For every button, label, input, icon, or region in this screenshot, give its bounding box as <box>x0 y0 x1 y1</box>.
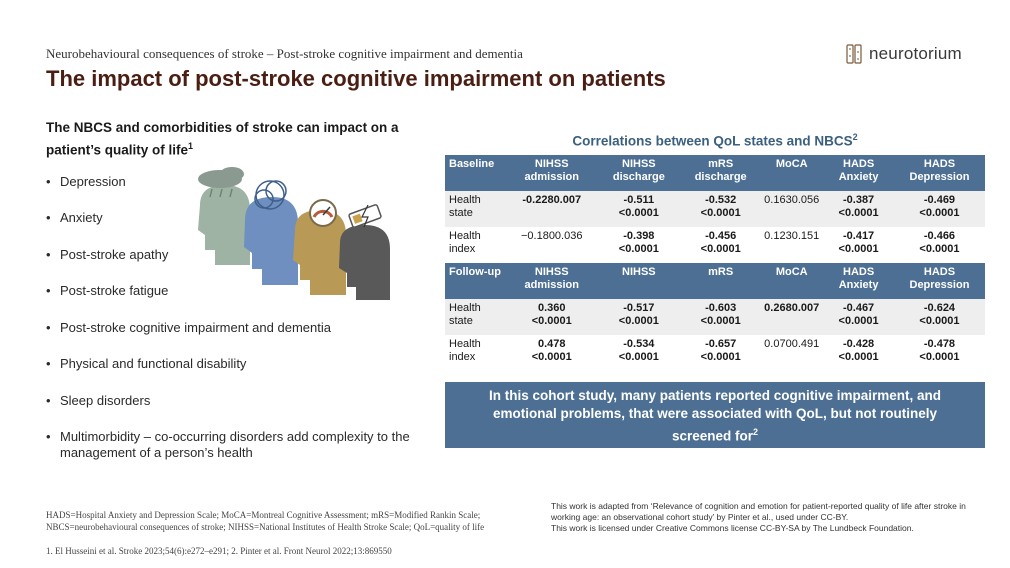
column-header: NIHSS admission <box>507 263 597 299</box>
abbreviations-line: NBCS=neurobehavioural consequences of st… <box>46 522 485 532</box>
table-cell: 0.360 <0.0001 <box>507 299 597 335</box>
callout-text: In this cohort study, many patients repo… <box>488 388 942 444</box>
correlation-table: Baseline NIHSS admission NIHSS discharge… <box>445 155 985 371</box>
row-label: Health index <box>449 338 481 363</box>
list-item: Post-stroke cognitive impairment and dem… <box>46 320 426 336</box>
credit-line: This work is adapted from ‘Relevance of … <box>551 501 966 522</box>
table-cell: -0.2280.007 <box>507 191 597 227</box>
callout-sup: 2 <box>753 427 759 437</box>
row-label: Health index <box>449 230 481 255</box>
head-cognitive-icon <box>339 204 390 300</box>
column-header: NIHSS <box>596 263 682 299</box>
column-header: mRS discharge <box>681 155 761 191</box>
callout-box: In this cohort study, many patients repo… <box>445 382 985 448</box>
table-header-row: Baseline NIHSS admission NIHSS discharge… <box>445 155 985 191</box>
column-header: Baseline <box>445 155 507 191</box>
left-heading: The NBCS and comorbidities of stroke can… <box>46 119 416 160</box>
table-cell: -0.534 <0.0001 <box>618 338 659 363</box>
table-title: Correlations between QoL states and NBCS… <box>445 132 985 149</box>
table-header-row: Follow-up NIHSS admission NIHSS mRS MoCA… <box>445 263 985 299</box>
row-label: Health state <box>445 191 507 227</box>
head-fatigue-icon <box>293 199 346 295</box>
table-cell: −0.1800.036 <box>520 230 583 242</box>
table-cell: -0.478 <0.0001 <box>919 338 960 363</box>
table-cell: -0.624 <0.0001 <box>893 299 985 335</box>
list-item: Post-stroke apathy <box>46 247 426 263</box>
heads-illustration <box>198 167 390 300</box>
table-cell: 0.478 <0.0001 <box>531 338 572 363</box>
table-row: Health state -0.2280.007 -0.511 <0.0001 -… <box>445 191 985 227</box>
column-header: MoCA <box>760 263 824 299</box>
table-cell: -0.428 <0.0001 <box>838 338 879 363</box>
table-cell: -0.467 <0.0001 <box>823 299 894 335</box>
table-row: Health index −0.1800.036 -0.398 <0.0001 -… <box>445 227 985 263</box>
table-cell: 0.0700.491 <box>764 338 820 350</box>
abbreviations: HADS=Hospital Anxiety and Depression Sca… <box>46 509 566 533</box>
table-cell: -0.657 <0.0001 <box>700 338 741 363</box>
head-anxiety-icon <box>244 180 298 285</box>
credit-line: This work is licensed under Creative Com… <box>551 523 914 533</box>
table-cell: -0.603 <0.0001 <box>681 299 761 335</box>
table-cell: -0.511 <0.0001 <box>596 191 682 227</box>
slide-title: The impact of post-stroke cognitive impa… <box>46 66 666 91</box>
table-cell: -0.532 <0.0001 <box>681 191 761 227</box>
table-cell: -0.398 <0.0001 <box>618 230 659 255</box>
table-title-text: Correlations between QoL states and NBCS <box>572 133 853 149</box>
list-item: Anxiety <box>46 210 426 226</box>
column-header: HADS Anxiety <box>823 263 894 299</box>
column-header: Follow-up <box>445 263 507 299</box>
table-cell: 0.1630.056 <box>760 191 824 227</box>
logo-text: neurotorium <box>869 44 962 63</box>
references: 1. El Husseini et al. Stroke 2023;54(6):… <box>46 546 392 556</box>
table-row: Health state 0.360 <0.0001 -0.517 <0.0001 … <box>445 299 985 335</box>
column-header: MoCA <box>760 155 824 191</box>
left-heading-sup: 1 <box>188 141 194 151</box>
table-cell: -0.517 <0.0001 <box>596 299 682 335</box>
table-row: Health index 0.478 <0.0001 -0.534 <0.0001 … <box>445 335 985 371</box>
column-header: NIHSS admission <box>507 155 597 191</box>
table-cell: -0.469 <0.0001 <box>893 191 985 227</box>
slide-subtitle: Neurobehavioural consequences of stroke … <box>46 46 523 61</box>
license-credit: This work is adapted from ‘Relevance of … <box>551 501 991 534</box>
table-cell: 0.2680.007 <box>760 299 824 335</box>
list-item: Post-stroke fatigue <box>46 283 426 299</box>
left-heading-text: The NBCS and comorbidities of stroke can… <box>46 120 399 158</box>
table-cell: 0.1230.151 <box>764 230 820 242</box>
column-header: NIHSS discharge <box>596 155 682 191</box>
column-header: HADS Depression <box>893 263 985 299</box>
column-header: mRS <box>681 263 761 299</box>
list-item: Depression <box>46 174 426 190</box>
column-header: HADS Anxiety <box>823 155 894 191</box>
table-cell: -0.387 <0.0001 <box>823 191 894 227</box>
list-item: Multimorbidity – co-occurring disorders … <box>46 429 426 461</box>
column-header: HADS Depression <box>893 155 985 191</box>
logo[interactable]: neurotorium <box>845 44 962 64</box>
list-item: Physical and functional disability <box>46 356 426 372</box>
table-cell: -0.456 <0.0001 <box>700 230 741 255</box>
head-depression-icon <box>198 167 250 265</box>
table-cell: -0.466 <0.0001 <box>919 230 960 255</box>
list-item: Sleep disorders <box>46 393 426 409</box>
row-label: Health state <box>445 299 507 335</box>
table-cell: -0.417 <0.0001 <box>838 230 879 255</box>
abbreviations-line: HADS=Hospital Anxiety and Depression Sca… <box>46 510 481 520</box>
table-title-sup: 2 <box>852 132 858 142</box>
brain-logo-icon <box>846 44 862 64</box>
